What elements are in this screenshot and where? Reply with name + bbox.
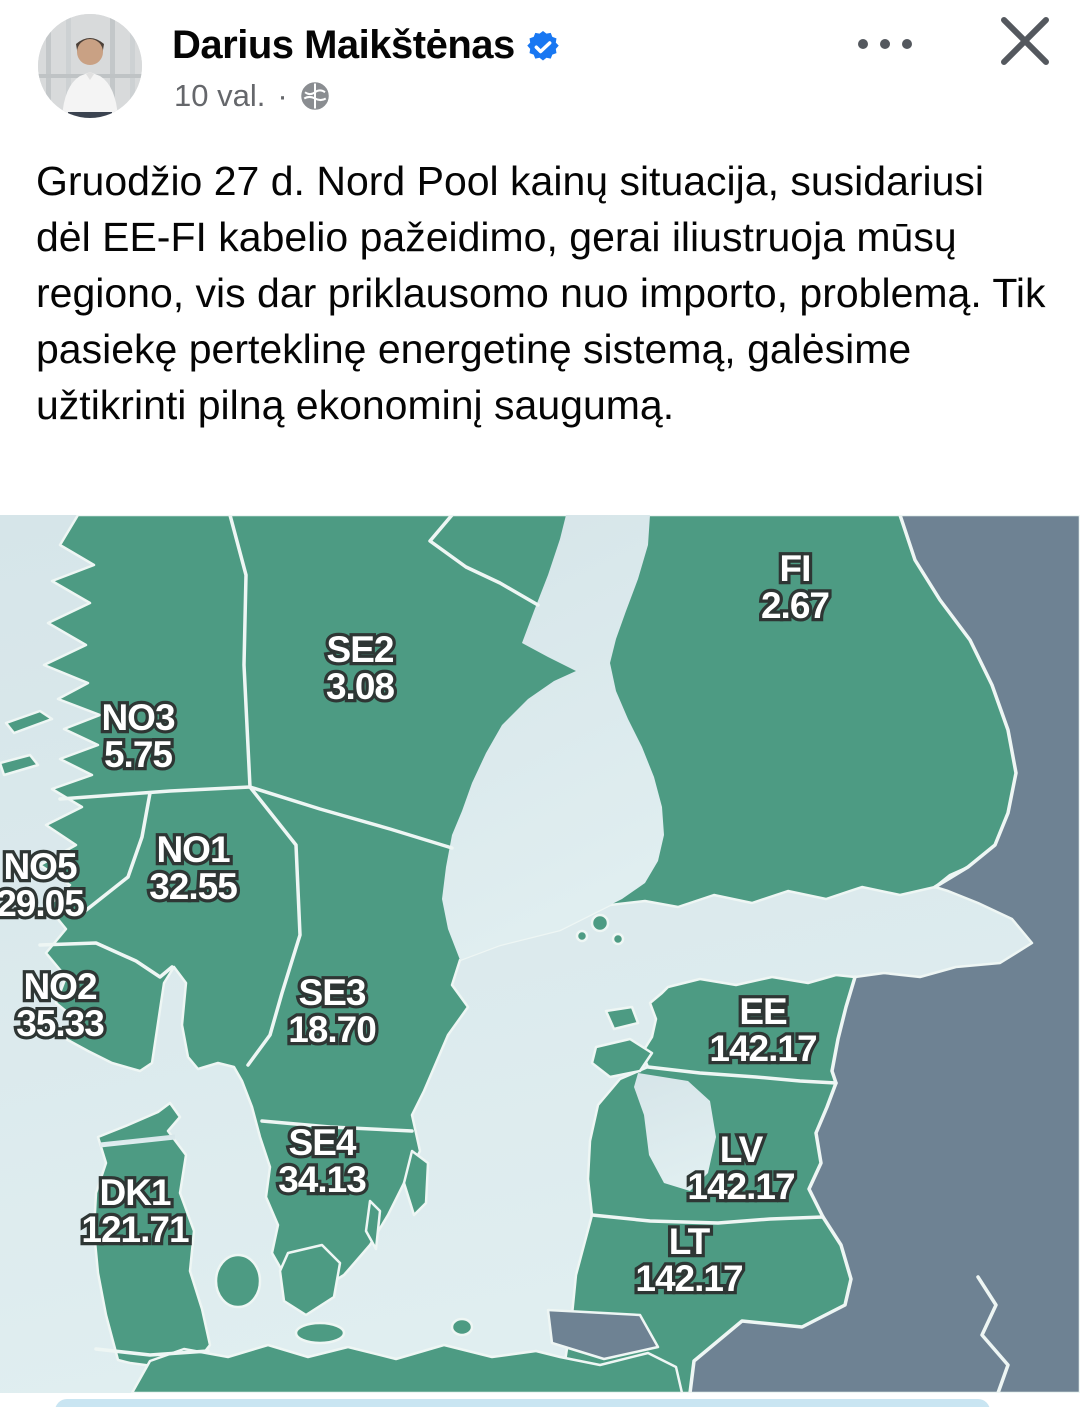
- globe-icon: [300, 82, 329, 110]
- zone-code-FI: FI: [780, 548, 811, 589]
- zone-code-EE: EE: [739, 991, 787, 1032]
- zone-code-SE3: SE3: [299, 972, 366, 1013]
- avatar-photo: [38, 14, 142, 118]
- post-text: Gruodžio 27 d. Nord Pool kainų situacija…: [36, 158, 1046, 428]
- zone-price-NO1: 32.55: [149, 866, 237, 907]
- zone-code-NO5: NO5: [3, 846, 77, 887]
- verified-badge-icon: [527, 31, 559, 61]
- zone-price-NO2: 35.33: [16, 1003, 104, 1044]
- zone-price-LT: 142.17: [635, 1258, 742, 1299]
- post-meta: 10 val. ·: [174, 78, 330, 114]
- zone-code-LV: LV: [720, 1129, 764, 1170]
- zone-code-NO1: NO1: [156, 829, 230, 870]
- ellipsis-icon: [858, 39, 912, 49]
- zone-price-labels: FI2.67SE23.08NO35.75NO132.55NO529.05NO23…: [0, 545, 833, 1303]
- zone-price-NO3: 5.75: [104, 734, 172, 775]
- zone-price-FI: 2.67: [761, 585, 829, 626]
- zone-price-DK1: 121.71: [81, 1209, 189, 1250]
- bottom-sheet-peek[interactable]: [55, 1399, 990, 1407]
- zone-price-LV: 142.17: [687, 1166, 794, 1207]
- zone-price-SE3: 18.70: [288, 1009, 376, 1050]
- zone-price-NO5: 29.05: [0, 883, 84, 924]
- zone-code-NO3: NO3: [101, 697, 175, 738]
- meta-separator: ·: [277, 78, 288, 113]
- more-options-button[interactable]: [845, 16, 925, 72]
- zone-price-SE2: 3.08: [326, 666, 394, 707]
- zone-code-SE4: SE4: [289, 1122, 357, 1163]
- author-name[interactable]: Darius Maikštėnas: [172, 22, 515, 67]
- zone-code-LT: LT: [669, 1221, 711, 1262]
- close-button[interactable]: [988, 8, 1062, 74]
- nordpool-map: FI2.67SE23.08NO35.75NO132.55NO529.05NO23…: [0, 515, 1080, 1393]
- zone-price-EE: 142.17: [709, 1028, 816, 1069]
- zone-code-NO2: NO2: [23, 966, 97, 1007]
- price-map: FI 2.67 SE2 3.08 NO3 5.75 NO1 32.55 NO5 29.05 NO2 3…: [0, 515, 1080, 1393]
- map-landmasses: [0, 515, 1080, 1393]
- zone-code-DK1: DK1: [99, 1172, 170, 1213]
- timestamp[interactable]: 10 val.: [174, 78, 266, 113]
- zone-code-SE2: SE2: [327, 629, 394, 670]
- zone-borders: [38, 515, 1018, 1393]
- zone-price-SE4: 34.13: [278, 1159, 366, 1200]
- close-icon: [1001, 17, 1049, 65]
- avatar[interactable]: [38, 14, 142, 118]
